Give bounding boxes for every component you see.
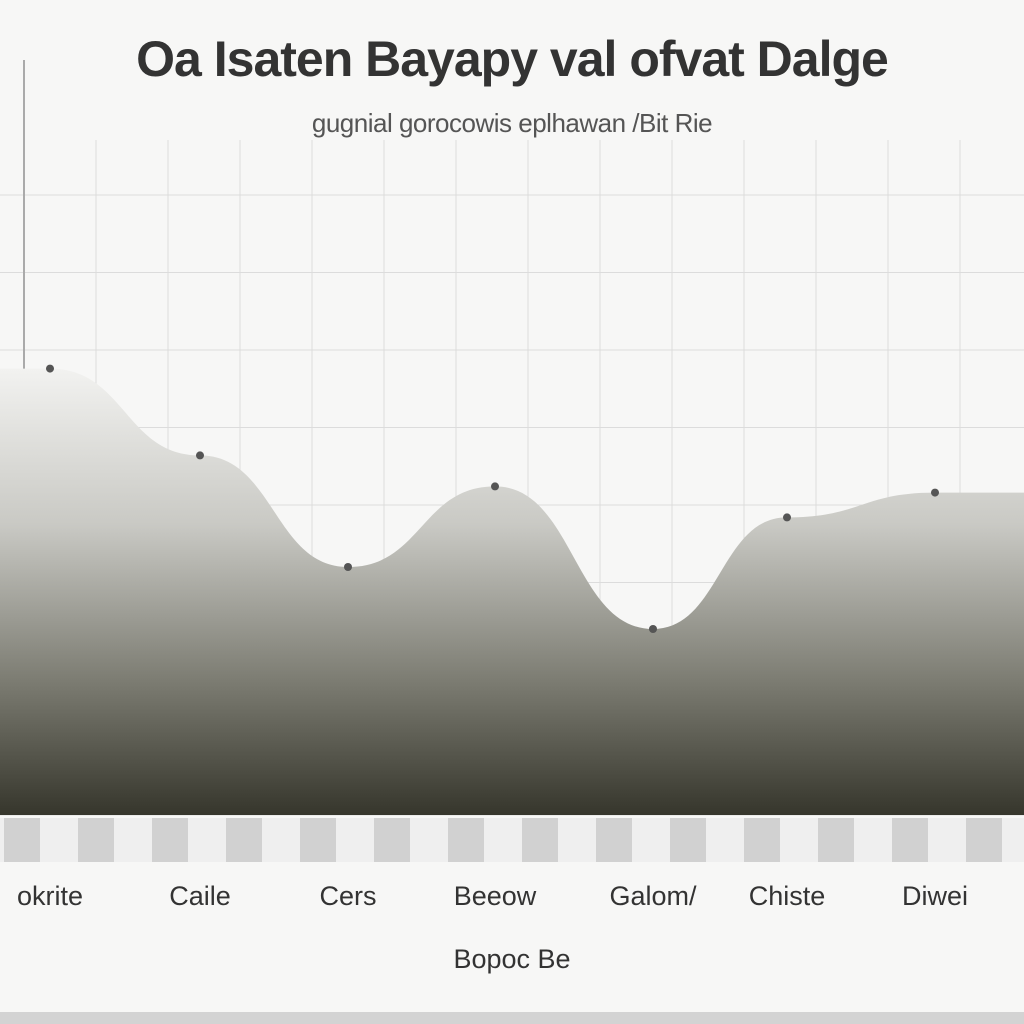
data-point <box>196 451 204 460</box>
axis-band-segment <box>818 818 854 862</box>
x-tick-label: Caile <box>169 881 231 911</box>
data-point <box>783 513 791 522</box>
x-tick-label: Cers <box>319 881 376 911</box>
x-tick-label: Galom/ <box>609 881 697 911</box>
axis-band-segment <box>892 818 928 862</box>
x-tick-label: okrite <box>17 881 83 911</box>
axis-band-segment <box>522 818 558 862</box>
axis-band-segment <box>226 818 262 862</box>
chart-title: Oa Isaten Bayapy val ofvat Dalge <box>136 31 889 87</box>
axis-band-segment <box>374 818 410 862</box>
x-tick-label: Chiste <box>749 881 826 911</box>
axis-band-segment <box>4 818 40 862</box>
data-point <box>931 488 939 497</box>
area-series <box>0 368 1024 815</box>
axis-band-segment <box>78 818 114 862</box>
data-point <box>46 364 54 373</box>
axis-band-segment <box>744 818 780 862</box>
axis-band-segment <box>966 818 1002 862</box>
data-point <box>491 482 499 491</box>
axis-band-segment <box>670 818 706 862</box>
x-tick-label: Diwei <box>902 881 968 911</box>
axis-band-segment <box>448 818 484 862</box>
bottom-rule <box>0 1012 1024 1024</box>
axis-band-segment <box>300 818 336 862</box>
data-point <box>649 625 657 633</box>
chart-subtitle: gugnial gorocowis eplhawan /Bit Rie <box>311 108 713 138</box>
x-tick-label: Beeow <box>454 881 537 911</box>
x-axis-label: Bopoc Be <box>453 944 571 974</box>
axis-band-segment <box>596 818 632 862</box>
axis-band-segment <box>152 818 188 862</box>
data-point <box>344 563 352 571</box>
